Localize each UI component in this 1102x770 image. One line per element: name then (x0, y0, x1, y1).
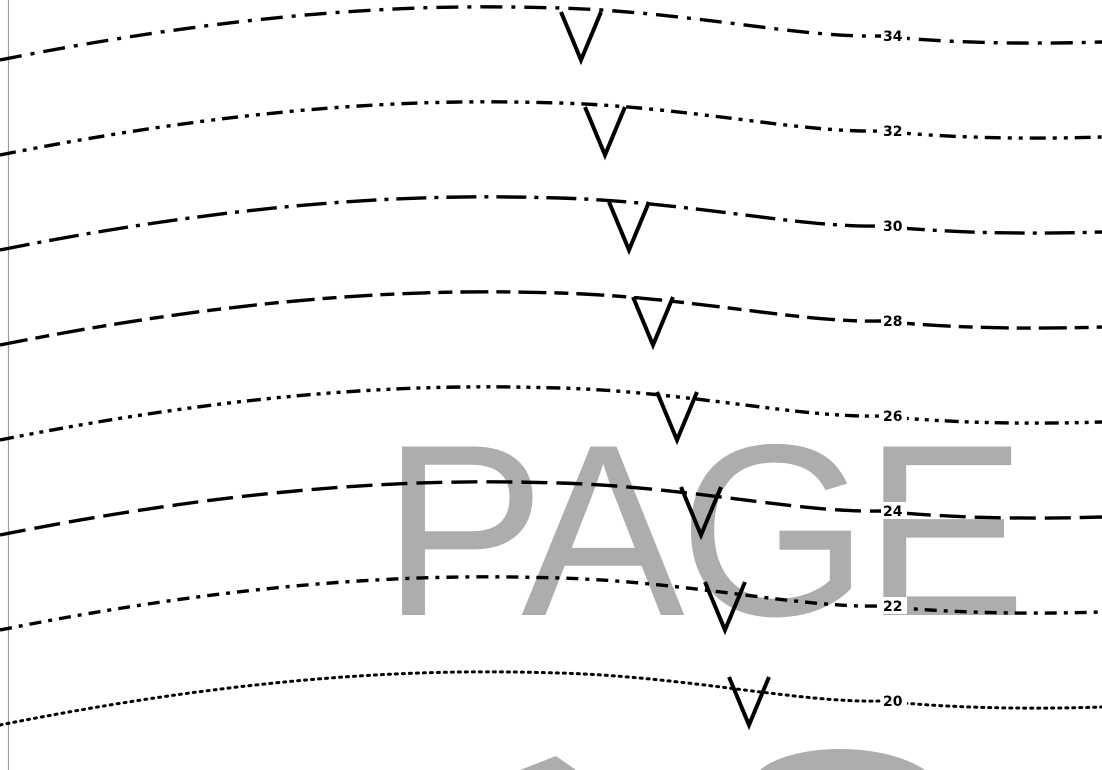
triangle-down-outline-icon (583, 106, 627, 161)
contour-line-path (0, 575, 1102, 632)
triangle-down-outline-icon (679, 486, 723, 541)
line-label-background (881, 692, 907, 709)
contour-line-path (0, 100, 1102, 157)
line-label-background (881, 312, 907, 329)
line-label-background (881, 502, 907, 519)
line-label-background (881, 27, 907, 44)
contour-line-path (0, 385, 1102, 442)
line-label: 26 (883, 409, 902, 425)
line-label-background (881, 122, 907, 139)
contour-line-20: 20 (0, 670, 1102, 731)
contour-line-30: 30 (0, 195, 1102, 256)
triangle-down-outline-icon (607, 201, 651, 256)
line-label-background (881, 407, 907, 424)
line-label: 30 (883, 219, 903, 235)
watermark-partial-glyphs (520, 748, 925, 770)
contour-line-path (0, 195, 1102, 252)
contour-line-22: 22 (0, 575, 1102, 636)
triangle-down-outline-icon (655, 391, 699, 446)
line-label: 24 (883, 504, 903, 520)
triangle-down-outline-icon (703, 581, 747, 636)
line-label: 28 (883, 314, 902, 330)
contour-line-32: 32 (0, 100, 1102, 161)
triangle-down-outline-icon (559, 11, 603, 66)
triangle-down-outline-icon (631, 296, 675, 351)
line-label: 32 (883, 124, 902, 140)
line-label-background (881, 597, 907, 614)
contour-line-26: 26 (0, 385, 1102, 446)
contour-line-path (0, 290, 1102, 347)
contour-lines-group: 34 32 30 28 26 24 22 20 (0, 5, 1102, 731)
triangle-down-outline-icon (727, 676, 771, 731)
line-label-background (881, 217, 907, 234)
contour-line-path (0, 670, 1102, 727)
contour-line-path (0, 480, 1102, 537)
contour-line-28: 28 (0, 290, 1102, 351)
contour-line-path (0, 5, 1102, 62)
line-label: 22 (883, 599, 902, 615)
contour-line-34: 34 (0, 5, 1102, 66)
line-label: 34 (883, 29, 903, 45)
line-label: 20 (883, 694, 903, 710)
contour-line-24: 24 (0, 480, 1102, 541)
